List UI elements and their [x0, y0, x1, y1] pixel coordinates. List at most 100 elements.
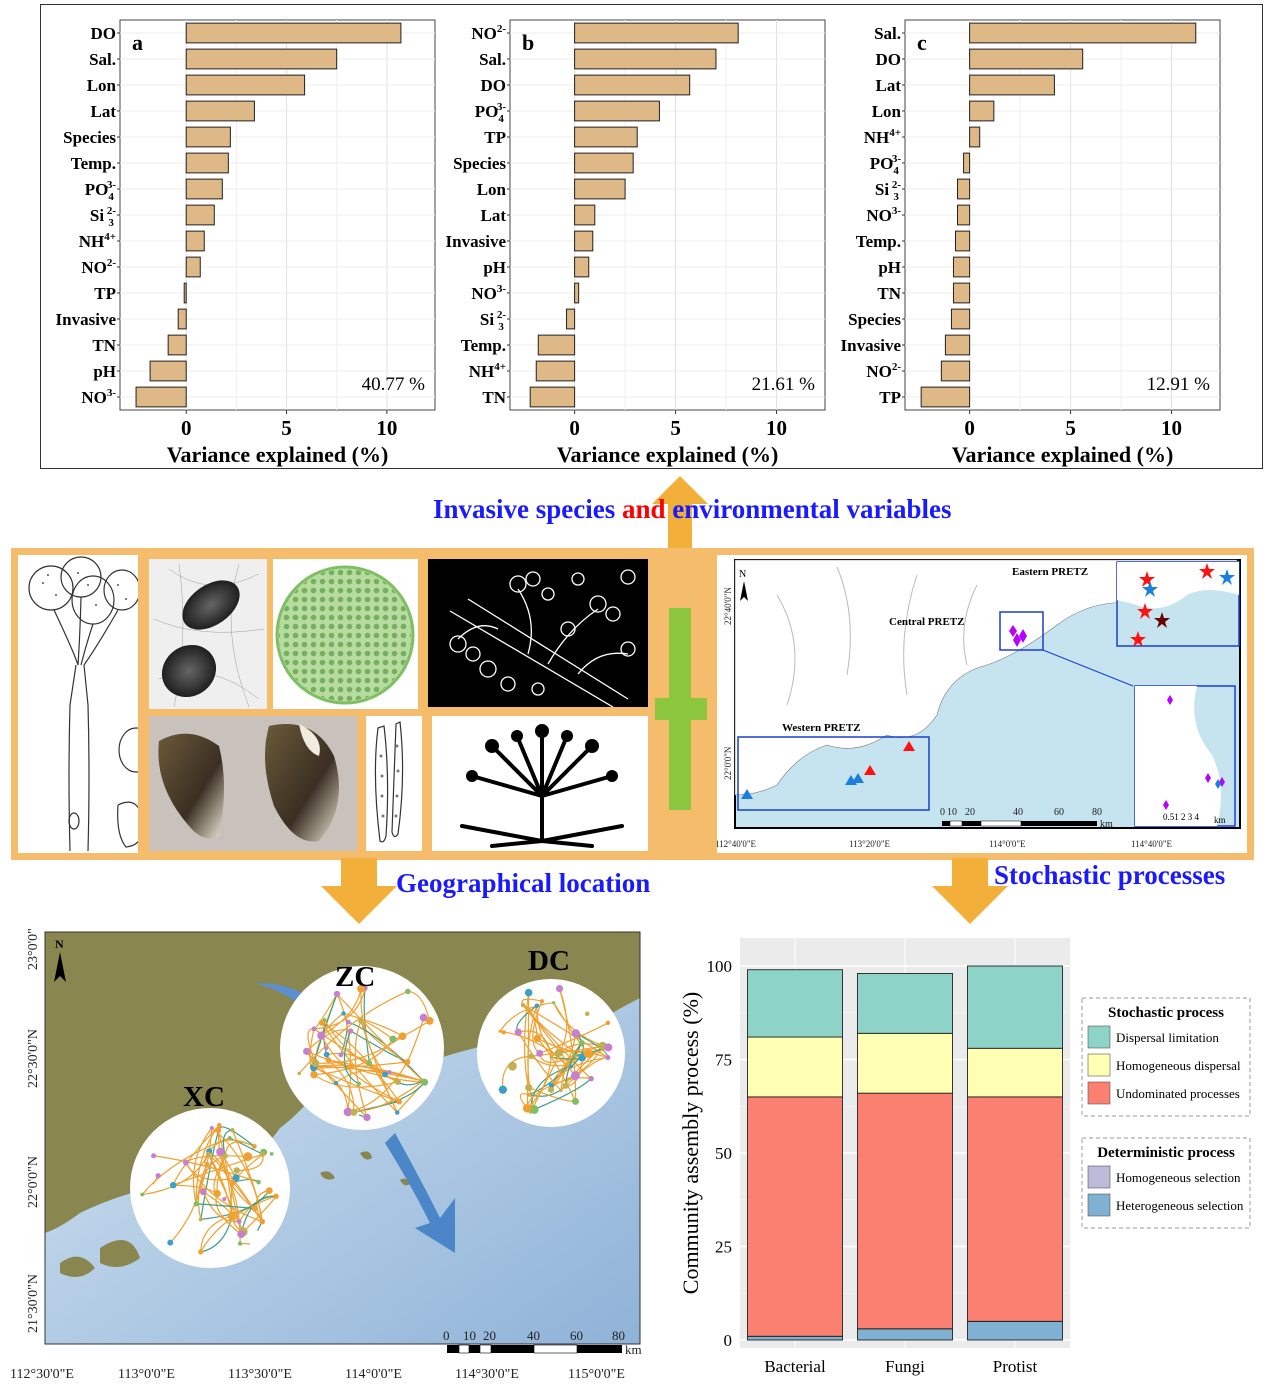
- network-dc: [477, 979, 625, 1127]
- y-tick-label: 25: [715, 1238, 732, 1257]
- network-edge: [312, 1065, 400, 1103]
- algae-drawing: [18, 555, 138, 853]
- network-node: [604, 1043, 613, 1052]
- network-node: [366, 1060, 373, 1066]
- panel-a: DO Sal. Lon Lat Species Temp. PO43- Si 32- NH4…: [56, 19, 436, 467]
- network-node: [529, 1105, 539, 1114]
- network-node: [324, 1046, 329, 1051]
- bar-b-6: [574, 178, 626, 200]
- x-tick-label: 5: [1065, 416, 1076, 440]
- network-node: [297, 1071, 301, 1076]
- svg-text:Eastern PRETZ: Eastern PRETZ: [1012, 566, 1088, 578]
- network-node: [382, 1071, 388, 1078]
- network-node: [209, 1125, 214, 1131]
- network-node: [182, 1159, 189, 1166]
- tick-label: NH4+: [864, 127, 901, 147]
- legend-title: Stochastic process: [1108, 1005, 1224, 1021]
- bar-a-7: [185, 204, 215, 226]
- network-edge: [200, 1129, 220, 1220]
- bar-c-3: [969, 100, 995, 122]
- network-node: [215, 1127, 222, 1133]
- legend-swatch: [1087, 1193, 1111, 1217]
- svg-text:115°0'0"E: 115°0'0"E: [568, 1367, 625, 1382]
- bar-b-11: [566, 308, 576, 330]
- bar-b-2: [574, 74, 691, 96]
- network-node: [396, 1098, 403, 1105]
- svg-text:22°0'0"N: 22°0'0"N: [723, 746, 733, 780]
- network-node: [605, 1055, 611, 1061]
- legend-label: Dispersal limitation: [1116, 1030, 1219, 1045]
- bar-a-1: [185, 48, 338, 70]
- variance-bar-charts: DO Sal. Lon Lat Species Temp. PO43- Si 32- NH4…: [56, 19, 1221, 467]
- network-node: [536, 1049, 544, 1057]
- svg-text:km: km: [1100, 819, 1113, 830]
- tick-label: NO2-: [81, 257, 116, 277]
- network-edge: [360, 988, 386, 1075]
- network-edge: [343, 1030, 360, 1085]
- legend-label: Heterogeneous selection: [1116, 1198, 1244, 1213]
- diatom-drawing: [366, 716, 422, 851]
- caption-invasive: Invasive species and environmental varia…: [433, 494, 952, 524]
- svg-text:40: 40: [1013, 807, 1023, 818]
- network-edge: [529, 1065, 572, 1112]
- network-node: [419, 1013, 428, 1022]
- network-node: [243, 1152, 253, 1162]
- stack-segment: [967, 1047, 1063, 1098]
- network-node: [232, 1174, 240, 1182]
- svg-text:114°0'0"E: 114°0'0"E: [989, 839, 1026, 849]
- x-tick-label: 5: [281, 416, 292, 440]
- network-edge: [257, 1221, 263, 1231]
- network-edge: [313, 988, 366, 1030]
- tick-label: pH: [483, 258, 506, 277]
- y-tick-label: 0: [724, 1331, 733, 1350]
- network-node: [571, 1029, 580, 1038]
- bar-c-6: [957, 178, 971, 200]
- network-node: [508, 1061, 517, 1071]
- network-node: [198, 1217, 203, 1222]
- tick-label: Sal.: [874, 24, 901, 43]
- bar-a-12: [167, 334, 187, 356]
- network-node: [605, 1020, 611, 1026]
- network-node: [213, 1189, 221, 1198]
- network-node: [265, 1187, 273, 1195]
- bar-b-0: [574, 22, 739, 44]
- legend-swatch: [1087, 1081, 1111, 1105]
- svg-text:113°0'0"E: 113°0'0"E: [118, 1367, 175, 1382]
- tick-label: TP: [94, 284, 116, 303]
- bar-a-4: [185, 126, 231, 148]
- svg-text:km: km: [1214, 815, 1226, 825]
- variance-total: 12.91 %: [1147, 374, 1211, 395]
- network-edge: [200, 1215, 233, 1252]
- network-node: [554, 1048, 563, 1057]
- svg-text:114°30'0"E: 114°30'0"E: [455, 1367, 519, 1382]
- svg-text:22°30'0"N: 22°30'0"N: [26, 1029, 41, 1088]
- bar-a-0: [185, 22, 402, 44]
- network-edge: [565, 1042, 583, 1086]
- network-node: [216, 1122, 222, 1128]
- network-node: [318, 1019, 325, 1026]
- tick-label: Species: [848, 310, 901, 329]
- network-node: [498, 1029, 502, 1033]
- network-node: [348, 1028, 354, 1034]
- x-axis-label: Variance explained (%): [557, 442, 779, 467]
- tick-label: pH: [878, 258, 901, 277]
- network-node: [338, 1052, 344, 1058]
- svg-text:23°0'0"N: 23°0'0"N: [26, 928, 41, 970]
- network-edge: [236, 1154, 264, 1172]
- y-tick-label: 50: [715, 1144, 732, 1163]
- network-edge: [152, 1175, 159, 1185]
- tick-label: Temp.: [856, 232, 901, 251]
- network-edge: [153, 1155, 259, 1183]
- tick-label: Species: [453, 154, 506, 173]
- network-node: [357, 984, 365, 993]
- network-node: [405, 988, 411, 995]
- network-node: [404, 1059, 411, 1066]
- bar-b-13: [535, 360, 576, 382]
- bar-c-1: [969, 48, 1084, 70]
- bar-c-13: [940, 360, 971, 382]
- network-node: [389, 1035, 397, 1043]
- network-node: [358, 1018, 364, 1024]
- network-node: [251, 1143, 257, 1149]
- bar-a-11: [177, 308, 187, 330]
- tick-label: DO: [876, 50, 902, 69]
